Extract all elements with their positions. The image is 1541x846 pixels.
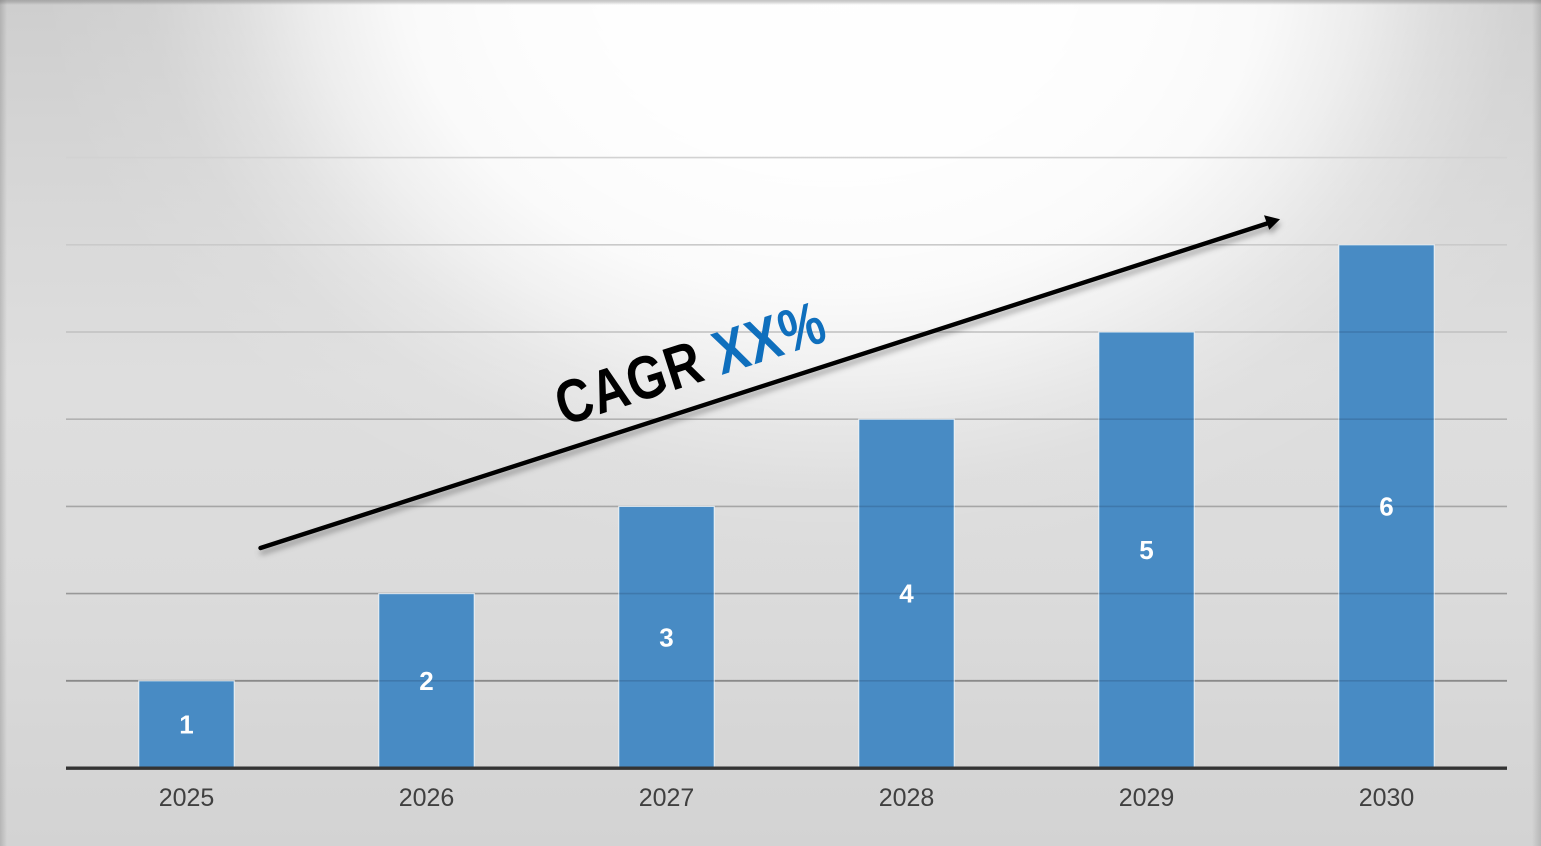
svg-text:2025: 2025 — [159, 784, 215, 812]
svg-text:2028: 2028 — [879, 784, 935, 812]
svg-text:1: 1 — [179, 710, 193, 740]
svg-text:2030: 2030 — [1359, 784, 1415, 812]
svg-text:3: 3 — [659, 622, 673, 652]
svg-text:4: 4 — [899, 579, 914, 609]
svg-text:CAGR XX%: CAGR XX% — [547, 288, 835, 439]
svg-text:2026: 2026 — [399, 784, 455, 812]
svg-text:2: 2 — [419, 666, 433, 696]
svg-text:2027: 2027 — [639, 784, 695, 812]
svg-text:5: 5 — [1139, 535, 1153, 565]
svg-text:2029: 2029 — [1119, 784, 1175, 812]
svg-text:6: 6 — [1379, 492, 1393, 522]
